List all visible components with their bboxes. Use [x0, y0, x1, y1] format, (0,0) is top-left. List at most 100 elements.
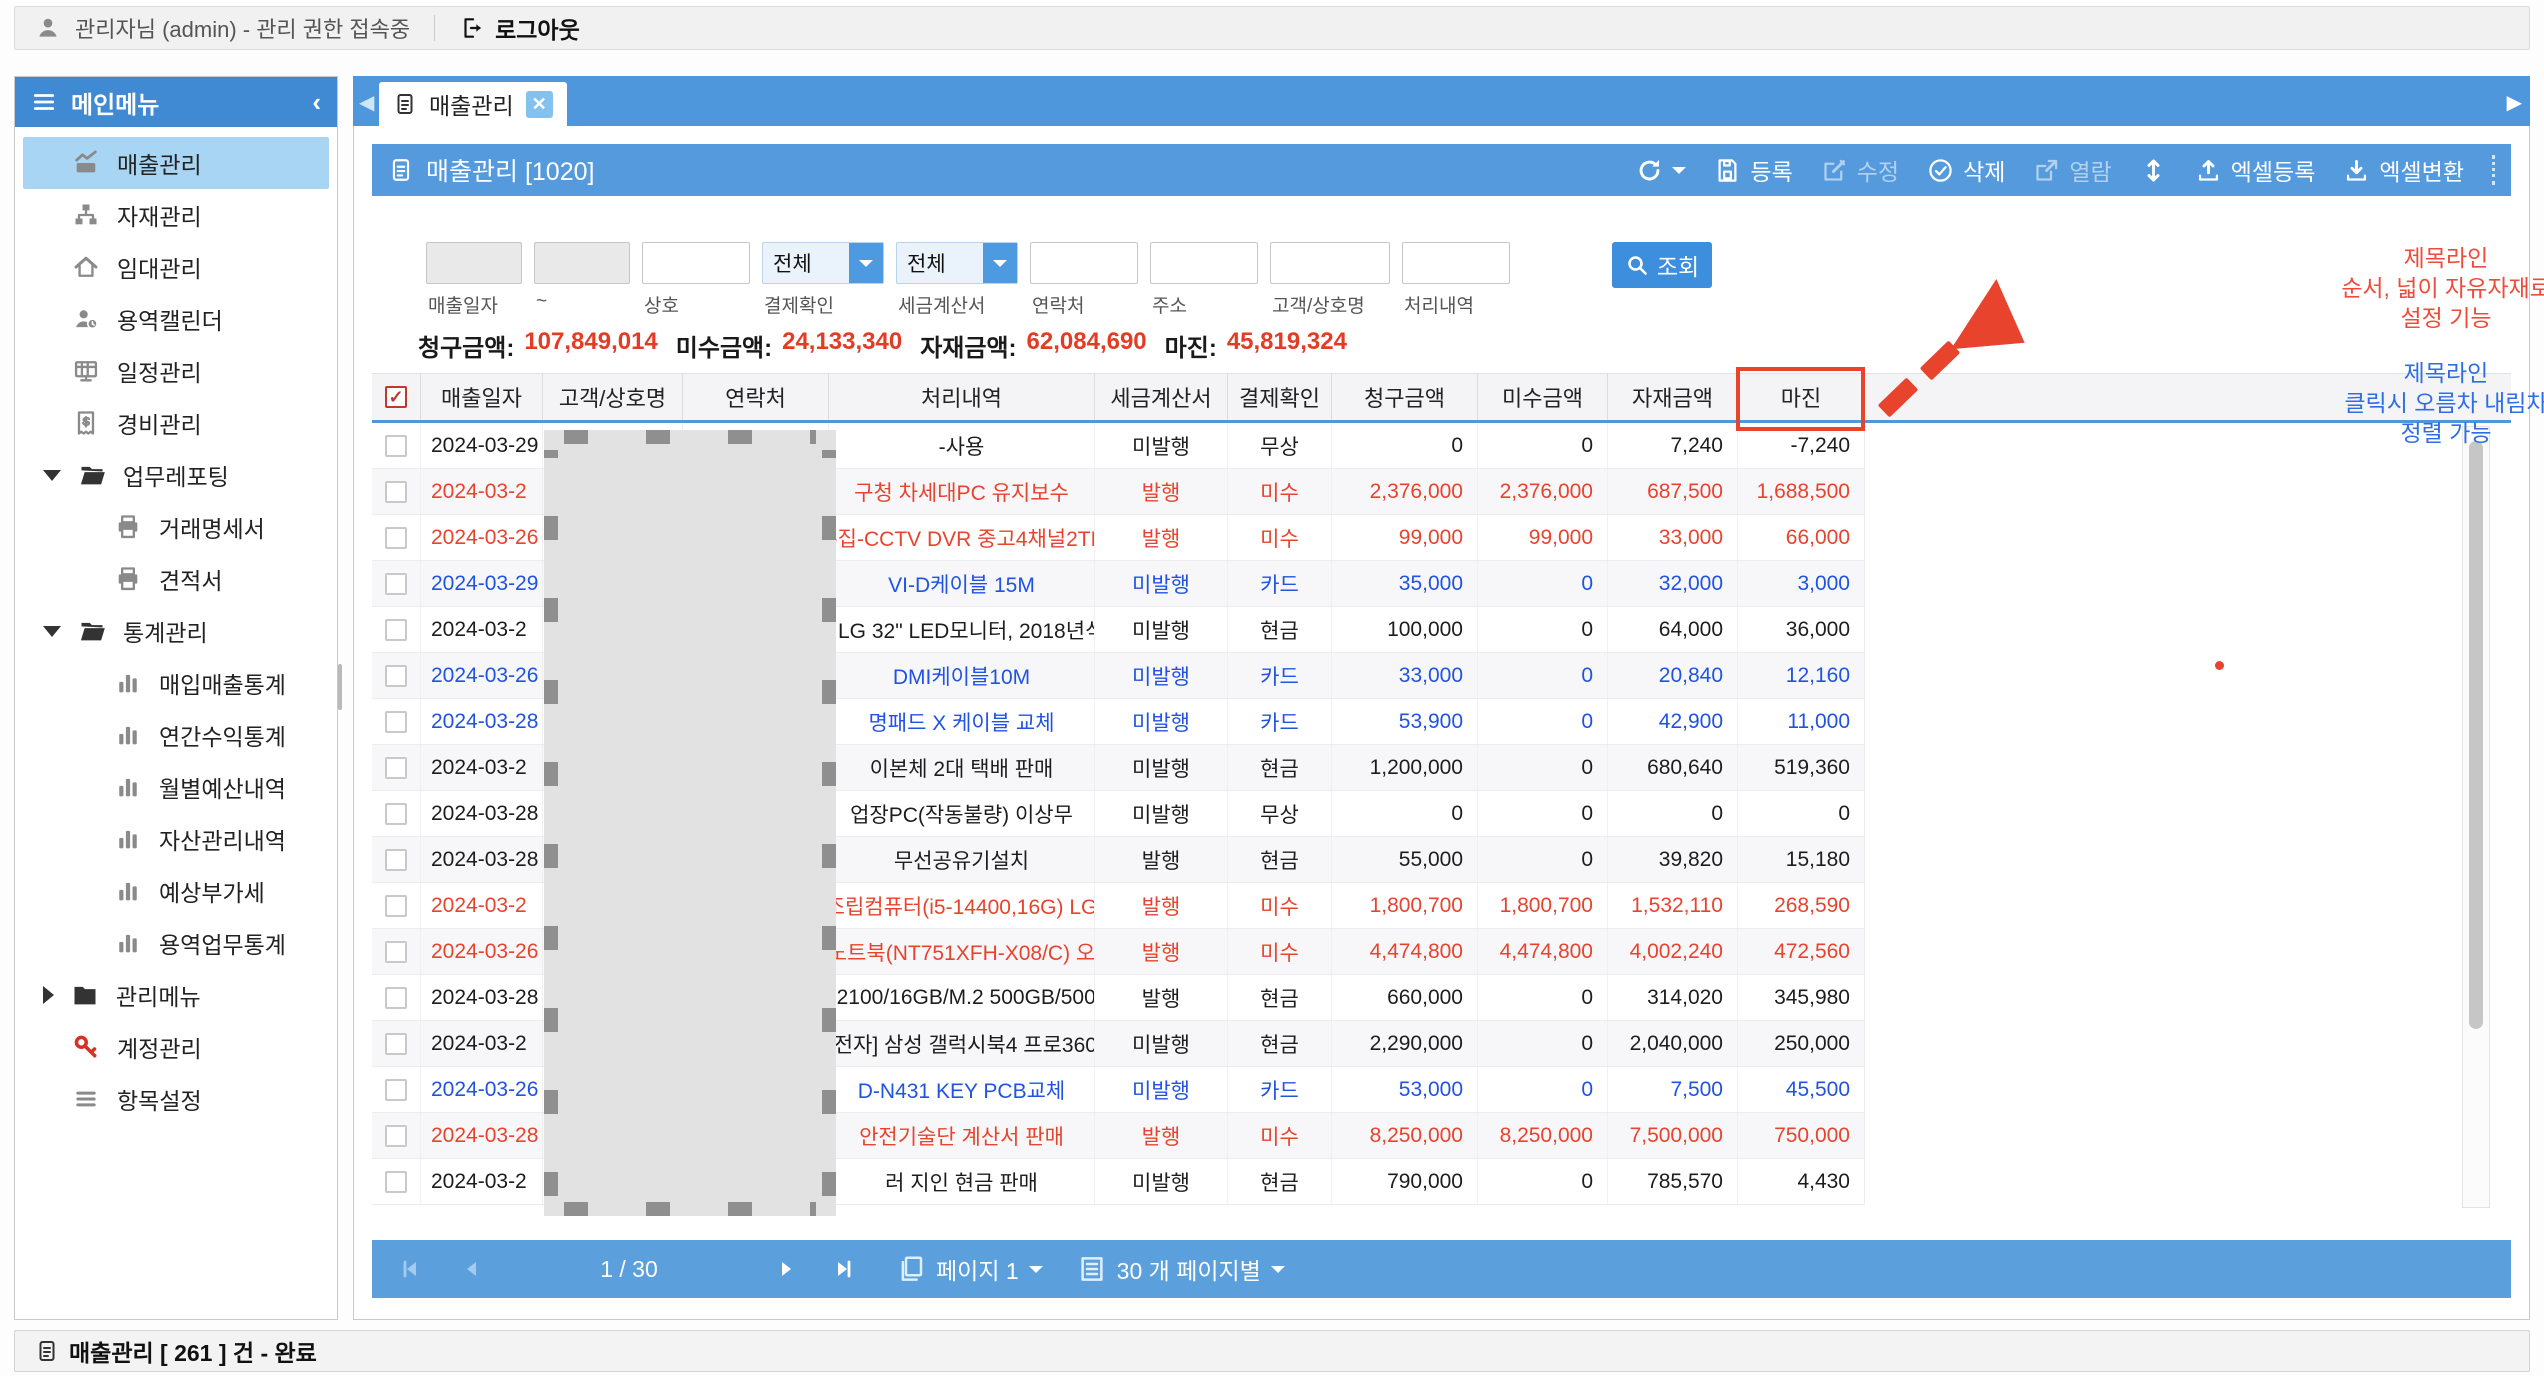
- column-header-고객/상호명[interactable]: 고객/상호명: [542, 374, 682, 420]
- sidebar-item-거래명세서[interactable]: 거래명세서: [23, 501, 329, 553]
- sidebar-scrollbar-thumb[interactable]: [338, 664, 342, 710]
- sale-date-to-input[interactable]: [534, 242, 630, 284]
- search-button[interactable]: 조회: [1612, 242, 1712, 288]
- sidebar-collapse-button[interactable]: ‹: [312, 87, 321, 118]
- column-header-청구금액[interactable]: 청구금액: [1331, 374, 1477, 420]
- sidebar-item-예상부가세[interactable]: 예상부가세: [23, 865, 329, 917]
- sidebar-item-항목설정[interactable]: 항목설정: [23, 1073, 329, 1125]
- column-header-결제확인[interactable]: 결제확인: [1227, 374, 1331, 420]
- row-checkbox[interactable]: [385, 941, 407, 963]
- sidebar-item-매입매출통계[interactable]: 매입매출통계: [23, 657, 329, 709]
- sidebar-item-관리메뉴[interactable]: 관리메뉴: [23, 969, 329, 1021]
- refresh-button[interactable]: [1636, 157, 1686, 184]
- filter-label: 세금계산서: [896, 291, 1018, 318]
- sidebar-item-일정관리[interactable]: 일정관리: [23, 345, 329, 397]
- tab-sales-management[interactable]: 매출관리 ✕: [379, 82, 567, 126]
- sidebar-item-계정관리[interactable]: 계정관리: [23, 1021, 329, 1073]
- row-checkbox[interactable]: [385, 1079, 407, 1101]
- sidebar-item-label: 일정관리: [117, 354, 202, 388]
- chevron-down-icon[interactable]: [849, 243, 883, 283]
- column-header-연락처[interactable]: 연락처: [682, 374, 828, 420]
- select-all-checkbox[interactable]: ✓: [385, 386, 407, 408]
- logout-button[interactable]: 로그아웃: [459, 11, 580, 45]
- row-checkbox[interactable]: [385, 895, 407, 917]
- red-annotation-note: 제목라인순서, 넓이 자유자재로설정 기능: [2316, 243, 2544, 333]
- document-icon: [393, 92, 417, 116]
- sidebar-item-월별예산내역[interactable]: 월별예산내역: [23, 761, 329, 813]
- column-header-매출일자[interactable]: 매출일자: [420, 374, 542, 420]
- company-input[interactable]: [642, 242, 750, 284]
- 열람-button[interactable]: 열람: [2033, 153, 2111, 187]
- sidebar-item-업무레포팅[interactable]: 업무레포팅: [23, 449, 329, 501]
- cell-tax-invoice: 미발행: [1094, 1067, 1227, 1112]
- next-page-icon[interactable]: [774, 1257, 798, 1281]
- filter-field-description: 처리내역: [1402, 242, 1510, 318]
- summary-totals: 청구금액:107,849,014미수금액:24,133,340자재금액:62,0…: [418, 328, 1355, 363]
- column-header-세금계산서[interactable]: 세금계산서: [1094, 374, 1227, 420]
- contact-input[interactable]: [1030, 242, 1138, 284]
- chevron-down-icon[interactable]: [983, 243, 1017, 283]
- sidebar-item-매출관리[interactable]: 매출관리: [23, 137, 329, 189]
- sidebar-item-임대관리[interactable]: 임대관리: [23, 241, 329, 293]
- row-checkbox[interactable]: [385, 803, 407, 825]
- row-checkbox[interactable]: [385, 665, 407, 687]
- table-scrollbar[interactable]: [2462, 426, 2490, 1208]
- filter-label: 연락처: [1030, 291, 1138, 318]
- page-size-selector[interactable]: 30 개 페이지별: [1077, 1252, 1285, 1286]
- tab-scroll-right-icon[interactable]: ▶: [2507, 90, 2522, 115]
- row-checkbox[interactable]: [385, 481, 407, 503]
- page-indicator: 1 / 30: [484, 1256, 774, 1283]
- chevron-down-icon[interactable]: [1672, 167, 1686, 181]
- description-input[interactable]: [1402, 242, 1510, 284]
- row-checkbox[interactable]: [385, 711, 407, 733]
- sidebar-item-연간수익통계[interactable]: 연간수익통계: [23, 709, 329, 761]
- first-page-icon[interactable]: [398, 1257, 422, 1281]
- page-selector[interactable]: 페이지 1: [896, 1252, 1043, 1286]
- tab-scroll-left-icon[interactable]: ◀: [359, 90, 374, 115]
- row-checkbox[interactable]: [385, 1033, 407, 1055]
- row-checkbox[interactable]: [385, 849, 407, 871]
- customer-name-input[interactable]: [1270, 242, 1390, 284]
- row-checkbox[interactable]: [385, 757, 407, 779]
- tax-invoice-select[interactable]: 전체: [896, 242, 1018, 284]
- sale-date-from-input[interactable]: [426, 242, 522, 284]
- sidebar-item-자산관리내역[interactable]: 자산관리내역: [23, 813, 329, 865]
- tab-close-icon[interactable]: ✕: [526, 91, 553, 118]
- column-header-자재금액[interactable]: 자재금액: [1607, 374, 1737, 420]
- last-page-icon[interactable]: [832, 1257, 856, 1281]
- sidebar-item-경비관리[interactable]: 경비관리: [23, 397, 329, 449]
- table-scrollbar-thumb[interactable]: [2469, 441, 2483, 1029]
- row-checkbox[interactable]: [385, 527, 407, 549]
- filter-field-company: 상호: [642, 242, 750, 318]
- sidebar-item-용역캘린더[interactable]: 용역캘린더: [23, 293, 329, 345]
- 엑셀변환-button[interactable]: 엑셀변환: [2343, 153, 2464, 187]
- prev-page-icon[interactable]: [460, 1257, 484, 1281]
- row-checkbox[interactable]: [385, 619, 407, 641]
- row-checkbox[interactable]: [385, 1171, 407, 1193]
- sidebar-item-통계관리[interactable]: 통계관리: [23, 605, 329, 657]
- row-checkbox[interactable]: [385, 435, 407, 457]
- cell-billed-amount: 35,000: [1331, 561, 1477, 606]
- sidebar-item-용역업무통계[interactable]: 용역업무통계: [23, 917, 329, 969]
- 등록-button[interactable]: 등록: [1714, 153, 1792, 187]
- row-checkbox-cell: [372, 699, 420, 744]
- 엑셀등록-button[interactable]: 엑셀등록: [2195, 153, 2316, 187]
- 수정-button[interactable]: 수정: [1821, 153, 1899, 187]
- hamburger-icon[interactable]: [31, 89, 57, 115]
- payment-confirm-select[interactable]: 전체: [762, 242, 884, 284]
- row-checkbox[interactable]: [385, 573, 407, 595]
- 삭제-button[interactable]: 삭제: [1927, 153, 2005, 187]
- sidebar-item-자재관리[interactable]: 자재관리: [23, 189, 329, 241]
- cell-billed-amount: 53,000: [1331, 1067, 1477, 1112]
- updown-button[interactable]: [2140, 157, 2167, 184]
- open-icon: [2033, 157, 2060, 184]
- column-header-처리내역[interactable]: 처리내역: [828, 374, 1094, 420]
- row-checkbox[interactable]: [385, 1125, 407, 1147]
- cell-description: 고 LG 32" LED모니터, 2018년식,: [828, 607, 1094, 652]
- sidebar-item-견적서[interactable]: 견적서: [23, 553, 329, 605]
- address-input[interactable]: [1150, 242, 1258, 284]
- column-header-미수금액[interactable]: 미수금액: [1477, 374, 1607, 420]
- row-checkbox[interactable]: [385, 987, 407, 1009]
- sidebar-menu: 매출관리자재관리임대관리용역캘린더일정관리경비관리업무레포팅거래명세서견적서통계…: [15, 127, 337, 1125]
- summary-value: 24,133,340: [782, 328, 902, 363]
